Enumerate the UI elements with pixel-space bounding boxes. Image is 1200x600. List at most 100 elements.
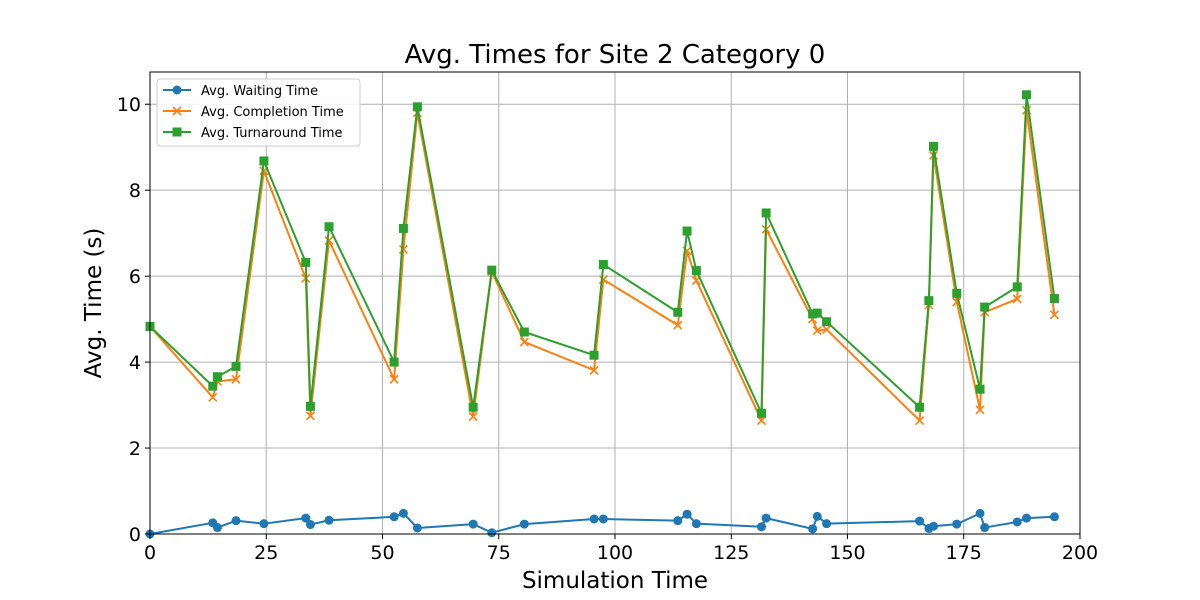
data-point [305,411,315,421]
legend: Avg. Waiting Time Avg. Completion Time Avg… [156,78,361,147]
data-point [822,317,832,327]
data-point [682,509,692,519]
data-point [975,508,985,518]
data-point [975,384,985,394]
data-point [915,415,925,426]
legend-label: Avg. Waiting Time [201,84,318,99]
y-tick-label: 8 [129,180,141,202]
legend-swatch-marker [172,106,182,116]
data-point [589,365,599,375]
data-point [673,516,683,526]
series-2 [145,90,1059,418]
data-point [691,266,701,276]
data-point [212,372,222,382]
data-point [231,361,241,371]
legend-entry: Avg. Waiting Time [163,84,318,99]
x-tick-label: 200 [1062,542,1098,564]
y-tick-label: 4 [129,352,141,374]
data-point [1049,310,1059,320]
y-tick-label: 6 [129,266,141,288]
data-point [301,513,311,523]
data-point [1012,282,1022,292]
data-point [231,374,241,384]
legend-box [156,78,361,147]
data-point [980,523,990,533]
data-point [924,296,934,306]
data-point [822,324,832,334]
data-point [301,257,311,267]
data-point [389,357,399,367]
data-point [519,519,529,529]
data-point [812,308,822,318]
data-point [975,405,985,415]
data-point [756,415,767,426]
data-point [808,524,818,534]
y-axis-ticks: 0 2 4 6 8 10 [117,94,150,546]
data-point [980,302,990,312]
legend-label: Avg. Turnaround Time [201,126,343,141]
data-point [208,392,218,402]
data-point [691,519,701,529]
data-point [412,102,422,112]
data-point [398,244,408,255]
data-point [324,222,334,232]
x-tick-label: 175 [946,542,982,564]
y-tick-label: 0 [129,524,141,546]
data-point [756,522,766,532]
data-point [1049,293,1059,303]
x-tick-label: 25 [254,542,278,564]
data-point [673,307,683,317]
data-point [808,309,818,319]
data-point [305,401,315,411]
data-point [952,288,962,298]
data-point [519,327,529,337]
data-point [598,514,608,524]
data-point [598,260,608,270]
x-tick-label: 125 [713,542,749,564]
data-point [1012,517,1022,527]
data-point [208,381,218,391]
data-point [468,402,478,412]
data-point [324,515,334,525]
data-point [1022,90,1032,100]
series-0 [145,508,1059,539]
legend-entry: Avg. Completion Time [163,105,344,120]
data-point [1049,512,1059,522]
x-tick-label: 150 [829,542,865,564]
data-point [761,513,771,523]
data-point [398,508,408,518]
y-axis-label: Avg. Time (s) [81,228,107,379]
data-point [212,523,222,533]
data-point [468,412,478,422]
legend-swatch-marker [172,85,182,95]
data-point [929,141,939,151]
data-point [487,528,497,538]
data-point [915,516,925,526]
data-point [812,511,822,521]
data-point [398,223,408,233]
x-tick-label: 50 [370,542,394,564]
data-point [756,408,766,418]
chart-title: Avg. Times for Site 2 Category 0 [405,40,826,70]
data-point [915,402,925,412]
x-tick-label: 0 [144,542,156,564]
data-point [822,519,832,529]
data-point [389,512,399,522]
data-point [1012,294,1022,304]
legend-swatch-marker [172,127,182,137]
legend-label: Avg. Completion Time [201,105,344,120]
x-axis-ticks: 0 25 50 75 100 125 150 175 200 [144,534,1098,564]
series-layer [145,90,1059,539]
data-point [468,519,478,529]
data-point [589,350,599,360]
data-point [259,519,269,529]
data-point [412,523,422,533]
data-point [589,514,599,524]
y-tick-label: 10 [117,94,141,116]
x-tick-label: 100 [597,542,633,564]
data-point [673,320,683,330]
data-point [519,337,529,347]
legend-entry: Avg. Turnaround Time [163,126,343,141]
y-tick-label: 2 [129,438,141,460]
